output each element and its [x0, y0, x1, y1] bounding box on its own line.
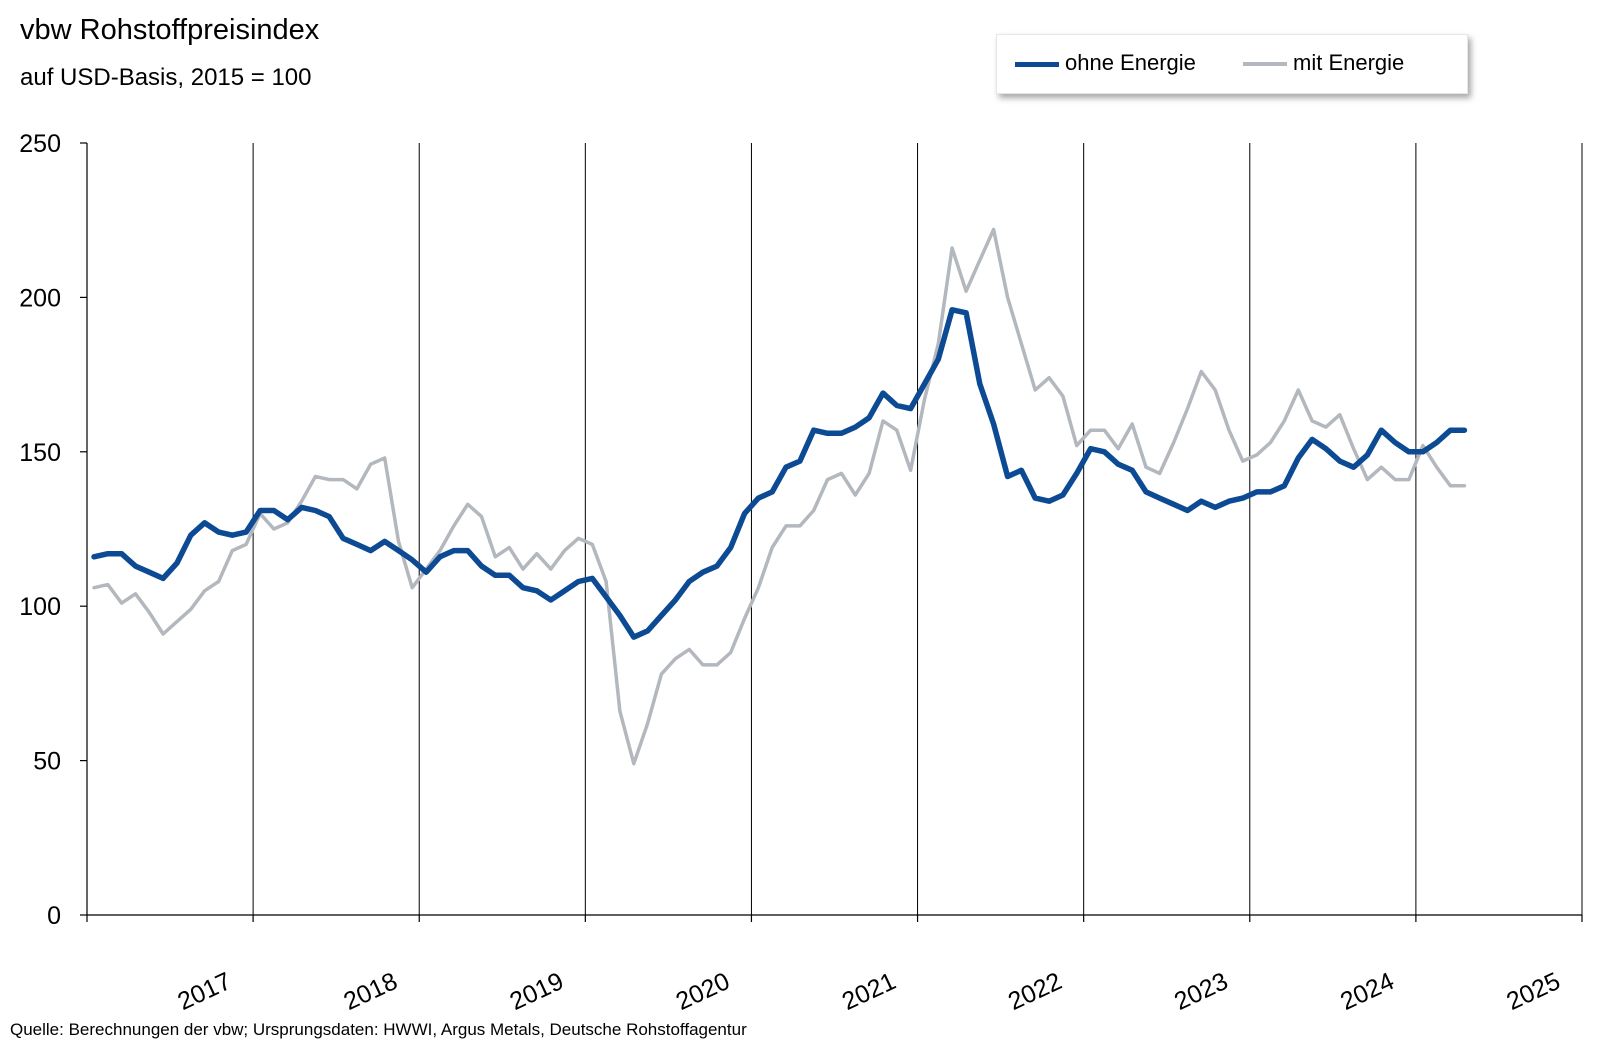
x-tick-label-2017: 2017 [173, 967, 235, 1010]
series-line-mit-energie [92, 227, 1467, 766]
tick-labels: 0 50 100 150 200 250 2017 2018 2019 2020 2021 2022 2… [19, 130, 1564, 1010]
chart-title: vbw Rohstoffpreisindex [20, 14, 320, 46]
legend-label-ohne-energie: ohne Energie [1065, 50, 1196, 75]
legend-swatch-ohne-energie [1015, 62, 1059, 67]
y-tick-label-50: 50 [33, 748, 61, 776]
series-line-ohne-energie [91, 307, 1468, 640]
x-tick-label-2018: 2018 [340, 967, 402, 1010]
x-tick-label-2020: 2020 [672, 967, 734, 1010]
x-tick-label-2022: 2022 [1004, 967, 1066, 1010]
y-tick-label-150: 150 [19, 439, 61, 467]
x-tick-label-2023: 2023 [1170, 967, 1232, 1010]
y-tick-label-100: 100 [19, 593, 61, 621]
legend-swatch-mit-energie [1243, 62, 1287, 66]
legend-label-mit-energie: mit Energie [1293, 50, 1405, 75]
series-lines [91, 227, 1468, 766]
y-tick-label-250: 250 [19, 130, 61, 158]
y-tick-label-0: 0 [47, 902, 61, 930]
chart-subtitle: auf USD-Basis, 2015 = 100 [20, 64, 312, 91]
x-tick-label-2024: 2024 [1336, 967, 1398, 1010]
chart-area: 0 50 100 150 200 250 2017 2018 2019 2020 2021 2022 2… [19, 130, 1583, 1010]
source-note: Quelle: Berechnungen der vbw; Ursprungsd… [10, 1020, 747, 1039]
legend: ohne Energie mit Energie [996, 34, 1468, 94]
x-tick-label-2019: 2019 [506, 967, 568, 1010]
x-tick-label-2021: 2021 [838, 967, 900, 1010]
x-tick-label-2025: 2025 [1502, 967, 1564, 1010]
y-tick-label-200: 200 [19, 284, 61, 312]
axes [80, 142, 1583, 922]
